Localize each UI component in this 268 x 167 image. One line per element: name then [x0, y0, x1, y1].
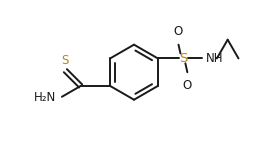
Text: S: S: [179, 52, 188, 65]
Text: H₂N: H₂N: [34, 91, 56, 104]
Text: O: O: [183, 79, 192, 92]
Text: NH: NH: [206, 52, 224, 65]
Text: S: S: [62, 54, 69, 67]
Text: O: O: [174, 25, 183, 38]
